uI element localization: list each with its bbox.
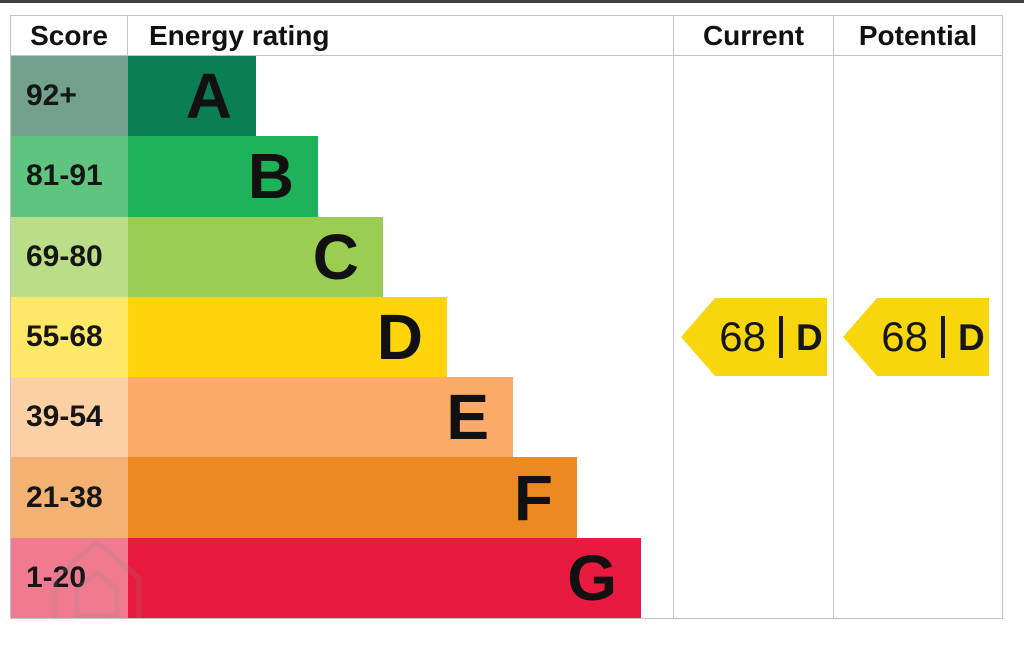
band-score-range: 92+ (11, 56, 128, 137)
band-bar: A (128, 56, 256, 137)
band-score-range-label: 69-80 (26, 239, 103, 273)
band-score-range-label: 55-68 (26, 319, 103, 353)
band-score-range-label: 81-91 (26, 159, 103, 193)
band-row: 21-38 F (11, 457, 1002, 538)
band-rows-container: 92+ A 81-91 B 69-80 C 55-68 D 39-54 (11, 56, 1002, 618)
band-row: 81-91 B (11, 136, 1002, 217)
band-bar: G (128, 537, 641, 618)
arrow-shape (843, 298, 989, 376)
band-score-range: 81-91 (11, 136, 128, 217)
potential-rating-letter: D (957, 316, 985, 358)
chart-header-row: Score Energy rating Current Potential (11, 16, 1002, 56)
band-score-range-label: 1-20 (26, 560, 87, 594)
band-letter: A (185, 60, 232, 133)
band-row: 92+ A (11, 56, 1002, 137)
band-score-range: 39-54 (11, 377, 128, 458)
band-letter: D (376, 300, 423, 373)
current-score-value: 68 (719, 313, 766, 360)
energy-rating-column-header: Energy rating (149, 19, 330, 51)
band-row: 69-80 C (11, 216, 1002, 297)
current-rating-label: 68 D (715, 298, 827, 376)
potential-rating-label: 68 D (877, 298, 989, 376)
separator-bar (940, 316, 945, 358)
band-row: 55-68 D (11, 296, 1002, 378)
band-score-range: 69-80 (11, 216, 128, 297)
band-bar: B (128, 136, 318, 217)
band-bar: C (128, 216, 383, 297)
band-row: 1-20 G (11, 537, 1002, 618)
band-bar: F (128, 457, 577, 538)
band-letter: B (247, 140, 294, 213)
band-bar: D (128, 296, 447, 378)
band-letter: E (446, 381, 489, 454)
arrow-shape (681, 298, 827, 376)
score-column-header: Score (11, 16, 128, 55)
band-score-range: 55-68 (11, 296, 128, 378)
separator-bar (778, 316, 783, 358)
potential-score-value: 68 (881, 313, 928, 360)
band-bar: E (128, 377, 513, 458)
band-letter: G (567, 541, 617, 614)
band-letter: F (513, 461, 553, 534)
band-score-range-label: 39-54 (26, 400, 103, 434)
epc-rating-chart: Score Energy rating Current Potential 92… (10, 15, 1003, 619)
current-rating-letter: D (795, 316, 823, 358)
potential-rating-arrow: 68 D (843, 298, 989, 376)
current-column-header: Current (673, 16, 833, 55)
current-rating-arrow: 68 D (681, 298, 827, 376)
band-score-range-label: 21-38 (26, 480, 103, 514)
page-top-divider (0, 0, 1024, 3)
band-score-range-label: 92+ (26, 79, 77, 113)
current-column-divider (673, 56, 674, 618)
band-score-range: 1-20 (11, 537, 128, 618)
potential-column-divider (833, 56, 834, 618)
potential-column-header: Potential (833, 16, 1002, 55)
band-score-range: 21-38 (11, 457, 128, 538)
band-row: 39-54 E (11, 377, 1002, 458)
band-letter: C (312, 220, 359, 293)
